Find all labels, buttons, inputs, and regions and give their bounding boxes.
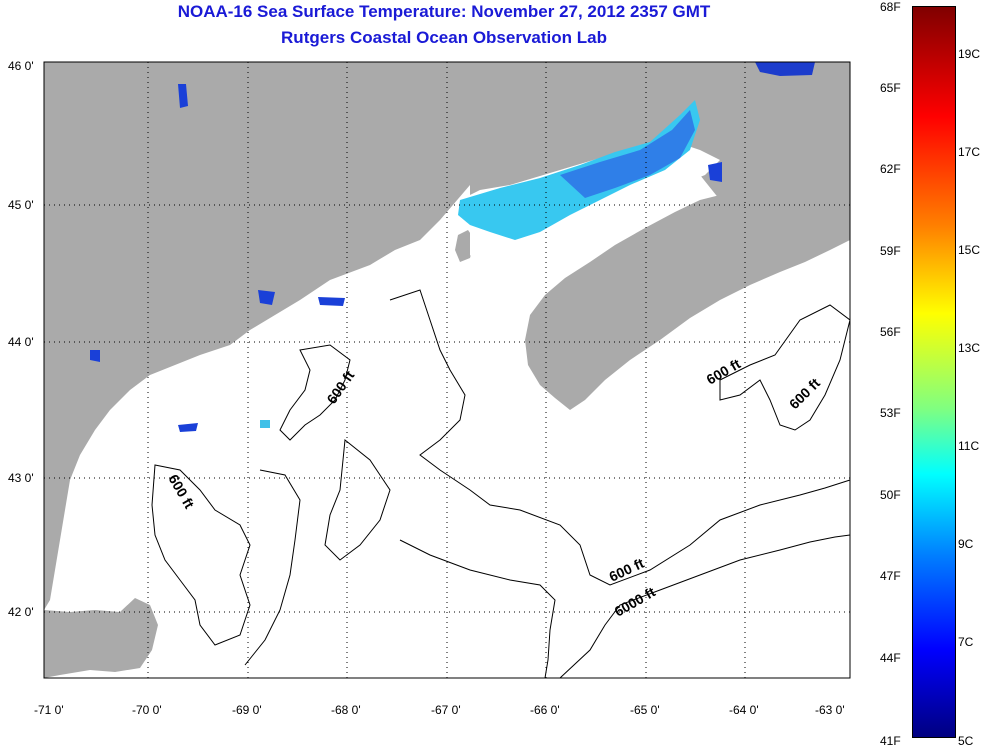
legend-f-68: 68F (880, 0, 901, 14)
land-cape-cod (44, 598, 158, 678)
legend-c-5: 5C (958, 734, 974, 748)
sst-patch-6 (178, 423, 198, 432)
lat-label-43: 43 0' (8, 471, 34, 485)
sst-patch-fundy-dark (560, 110, 695, 198)
legend-f-47: 47F (880, 569, 901, 583)
lon-label-70: -70 0' (132, 703, 162, 717)
sst-patch-4 (318, 297, 345, 306)
legend-f-62: 62F (880, 162, 901, 176)
legend-f-50: 50F (880, 488, 901, 502)
lon-label-69: -69 0' (232, 703, 262, 717)
legend-f-44: 44F (880, 651, 901, 665)
lon-label-71: -71 0' (34, 703, 64, 717)
lon-label-66: -66 0' (530, 703, 560, 717)
sst-patch-3 (258, 290, 275, 305)
legend-c-13: 13C (958, 341, 981, 355)
lon-label-64: -64 0' (729, 703, 759, 717)
sst-patch-5 (90, 350, 100, 362)
lat-label-46: 46 0' (8, 59, 34, 73)
land-new-england (44, 62, 470, 610)
lon-label-68: -68 0' (331, 703, 361, 717)
legend-c-11: 11C (958, 439, 980, 453)
legend-c-7: 7C (958, 635, 974, 649)
legend-c-17: 17C (958, 145, 981, 159)
land-nova-scotia (525, 195, 850, 410)
legend-c-15: 15C (958, 243, 981, 257)
map-title: NOAA-16 Sea Surface Temperature: Novembe… (177, 2, 711, 21)
depth-contours (151, 289, 851, 679)
legend-c-19: 19C (958, 47, 981, 61)
lat-label-45: 45 0' (8, 198, 34, 212)
legend-f-65: 65F (880, 81, 901, 95)
temperature-colorbar (912, 6, 956, 738)
legend-c-9: 9C (958, 537, 974, 551)
map-subtitle: Rutgers Coastal Ocean Observation Lab (281, 28, 607, 47)
sst-patch-8 (708, 162, 722, 182)
sst-patch-1 (755, 62, 815, 76)
lon-label-63: -63 0' (815, 703, 845, 717)
sst-patch-2 (178, 84, 188, 108)
sst-patch-7 (260, 420, 270, 428)
lon-label-67: -67 0' (431, 703, 461, 717)
legend-f-56: 56F (880, 325, 901, 339)
map-frame (43, 61, 851, 679)
legend-f-53: 53F (880, 406, 901, 420)
lat-label-42: 42 0' (8, 605, 34, 619)
land-new-brunswick (470, 62, 850, 245)
legend-f-59: 59F (880, 244, 901, 258)
lat-label-44: 44 0' (8, 335, 34, 349)
lon-label-65: -65 0' (630, 703, 660, 717)
legend-f-41: 41F (880, 734, 901, 748)
